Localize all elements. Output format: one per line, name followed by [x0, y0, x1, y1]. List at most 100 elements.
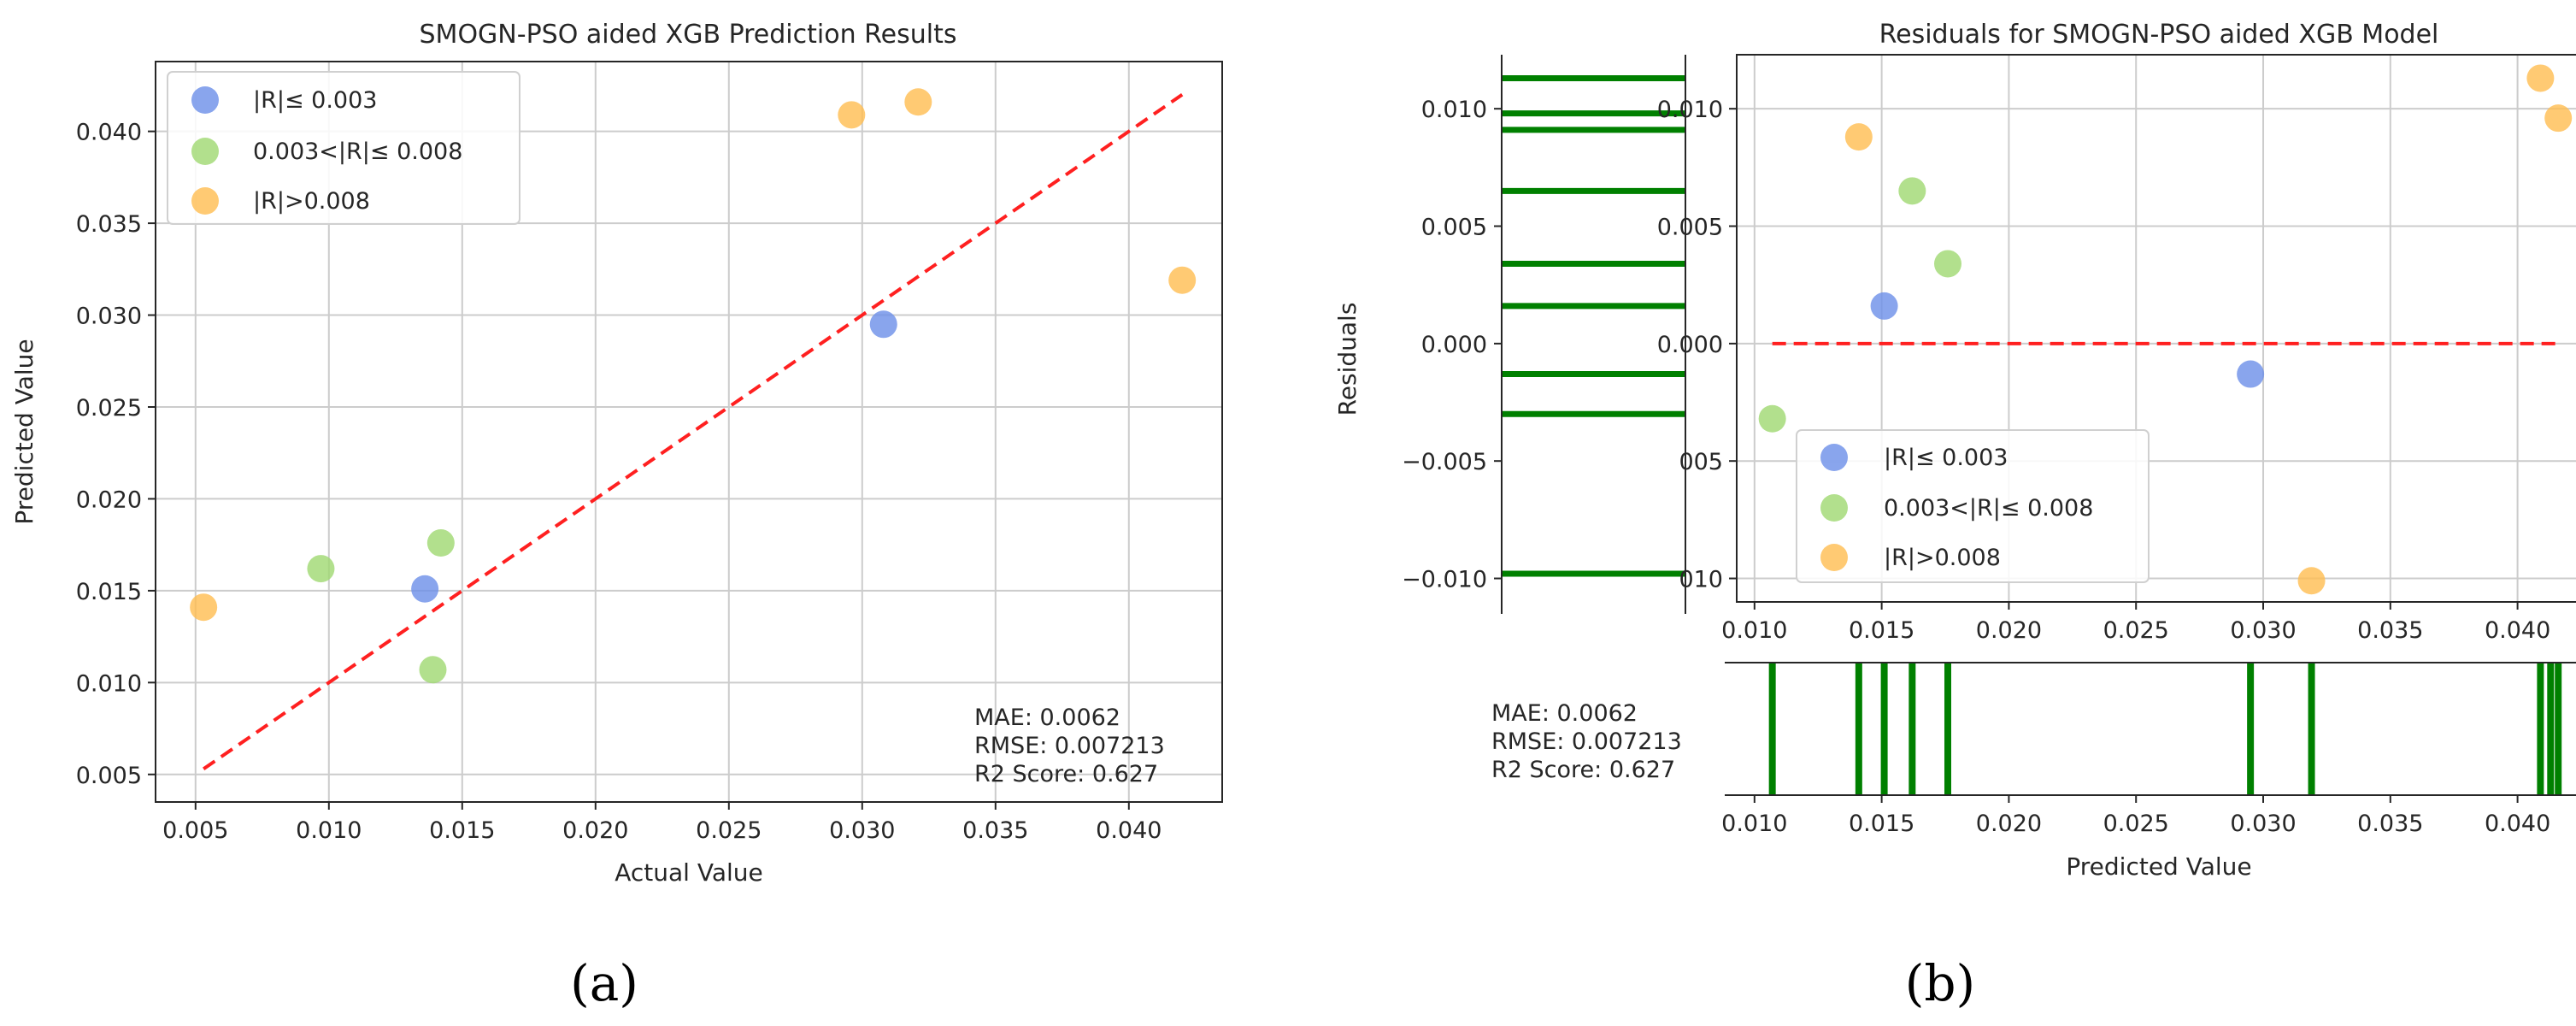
y-tick-label: 0.010 — [1657, 97, 1723, 123]
scatter-point-mid — [1758, 404, 1786, 433]
predicted-x-tick-label: 0.015 — [1849, 811, 1914, 837]
y-tick-label: 0.025 — [76, 395, 142, 422]
x-tick-label: 0.020 — [562, 817, 628, 844]
scatter-point-high — [838, 101, 866, 129]
scatter-point-mid — [1898, 177, 1926, 205]
panel-label-a: (a) — [570, 954, 638, 1012]
x-tick-label: 0.010 — [1721, 617, 1787, 644]
legend-box — [1796, 429, 2150, 583]
scatter-point-low — [2237, 360, 2265, 388]
metric-r2: R2 Score: 0.627 — [1491, 757, 1675, 783]
x-axis-label: Predicted Value — [2066, 852, 2251, 881]
plot-frame — [1736, 54, 2576, 603]
metric-r2: R2 Score: 0.627 — [974, 761, 1158, 787]
y-tick-label: 0.030 — [76, 304, 142, 330]
metric-rmse: RMSE: 0.007213 — [1491, 728, 1682, 755]
x-tick-label: 0.040 — [2485, 617, 2550, 644]
x-tick-label: 0.020 — [1976, 617, 2042, 644]
scatter-point-high — [2544, 104, 2573, 133]
x-tick-label: 0.025 — [696, 817, 762, 844]
legend-marker-mid — [191, 138, 219, 165]
legend-marker-high — [191, 187, 219, 215]
scatter-point-high — [2297, 567, 2326, 595]
legend: |R|≤ 0.003 0.003<|R|≤ 0.008 |R|>0.008 — [167, 71, 520, 225]
legend-box — [167, 71, 520, 225]
y-tick-label: 0.000 — [1657, 332, 1723, 358]
panel-b-residuals: Residuals for SMOGN-PSO aided XGB Model … — [1333, 20, 2576, 1012]
legend-marker-mid — [1820, 494, 1848, 522]
predicted-x-tick-label: 0.030 — [2230, 811, 2296, 837]
predicted-x-tick-label: 0.035 — [2357, 811, 2423, 837]
scatter-point-high — [1168, 266, 1197, 294]
reference-line — [203, 93, 1184, 770]
legend-marker-high — [1820, 544, 1848, 571]
axis-ticks: 0.005 0.010 0.015 0.020 0.025 0.030 0.035 0.040… — [76, 120, 1162, 844]
legend-label-low: |R|≤ 0.003 — [1884, 445, 2008, 471]
y-tick-label: 0.020 — [76, 486, 142, 513]
metric-rmse: RMSE: 0.007213 — [974, 733, 1165, 759]
y-tick-label: 005 — [1679, 449, 1723, 475]
y-tick-label: 0.005 — [1657, 215, 1723, 241]
chart-title: SMOGN-PSO aided XGB Prediction Results — [420, 20, 957, 50]
y-tick-label: 0.005 — [76, 763, 142, 789]
y-tick-label: 0.040 — [76, 120, 142, 146]
scatter-points — [1758, 64, 2573, 595]
x-axis-label: Actual Value — [615, 858, 763, 887]
legend-marker-low — [191, 86, 219, 114]
scatter-point-low — [869, 310, 897, 339]
x-tick-label: 0.025 — [2103, 617, 2169, 644]
y-tick-label: 0.010 — [76, 670, 142, 697]
predicted-x-tick-label: 0.010 — [1721, 811, 1787, 837]
scatter-point-high — [904, 88, 932, 116]
x-tick-label: 0.015 — [429, 817, 495, 844]
scatter-point-mid — [419, 656, 447, 684]
scatter-points — [190, 88, 1197, 684]
scatter-point-low — [411, 575, 439, 603]
legend-label-mid: 0.003<|R|≤ 0.008 — [253, 139, 462, 165]
legend-label-mid: 0.003<|R|≤ 0.008 — [1884, 495, 2093, 522]
y-tick-label: 0.035 — [76, 211, 142, 238]
x-tick-label: 0.005 — [162, 817, 228, 844]
predicted-rug — [1768, 663, 2562, 795]
x-tick-label: 0.010 — [296, 817, 362, 844]
x-tick-label: 0.015 — [1849, 617, 1914, 644]
panel-label-b: (b) — [1905, 954, 1975, 1012]
metric-mae: MAE: 0.0062 — [1491, 700, 1638, 727]
predicted-x-tick-label: 0.025 — [2103, 811, 2169, 837]
legend-label-low: |R|≤ 0.003 — [253, 87, 377, 114]
residual-axis-ticks: 0.010 0.005 0.000 −0.005 −0.010 — [1402, 97, 1502, 593]
legend: |R|≤ 0.003 0.003<|R|≤ 0.008 |R|>0.008 — [1796, 429, 2150, 583]
y-tick-label: 010 — [1679, 567, 1723, 593]
scatter-point-mid — [307, 555, 335, 583]
residual-rug-frame — [1501, 55, 1686, 614]
x-tick-label: 0.030 — [2230, 617, 2296, 644]
panel-a-prediction-results: SMOGN-PSO aided XGB Prediction Results 0… — [10, 20, 1223, 1012]
scatter-point-high — [2526, 64, 2555, 92]
scatter-point-high — [1844, 123, 1873, 151]
predicted-x-tick-label: 0.020 — [1976, 811, 2042, 837]
legend-label-high: |R|>0.008 — [1884, 545, 2001, 571]
legend-label-high: |R|>0.008 — [253, 188, 370, 215]
predicted-rug-frame — [1725, 662, 2576, 796]
scatter-point-mid — [1934, 250, 1961, 278]
metrics-box: MAE: 0.0062 RMSE: 0.007213 R2 Score: 0.6… — [1491, 700, 1682, 783]
residual-y-tick-label: 0.005 — [1421, 215, 1487, 241]
y-axis-label: Predicted Value — [10, 339, 38, 524]
y-axis-label: Residuals — [1333, 303, 1362, 416]
metrics-box: MAE: 0.0062 RMSE: 0.007213 R2 Score: 0.6… — [974, 705, 1165, 787]
residual-y-tick-label: −0.005 — [1402, 449, 1487, 475]
x-tick-label: 0.030 — [829, 817, 895, 844]
predicted-axis-ticks: 0.010 0.015 0.020 0.025 0.030 0.035 0.040 — [1721, 795, 2550, 837]
scatter-point-high — [190, 593, 218, 622]
metric-mae: MAE: 0.0062 — [974, 705, 1120, 731]
x-tick-label: 0.040 — [1096, 817, 1162, 844]
predicted-x-tick-label: 0.040 — [2485, 811, 2550, 837]
legend-marker-low — [1820, 444, 1848, 471]
axis-ticks: 0.010 0.015 0.020 0.025 0.030 0.035 0.040 0.010… — [1657, 97, 2551, 644]
y-tick-label: 0.015 — [76, 579, 142, 605]
x-tick-label: 0.035 — [962, 817, 1028, 844]
chart-title: Residuals for SMOGN-PSO aided XGB Model — [1879, 20, 2439, 50]
residual-y-tick-label: −0.010 — [1402, 567, 1487, 593]
residual-y-tick-label: 0.010 — [1421, 97, 1487, 123]
